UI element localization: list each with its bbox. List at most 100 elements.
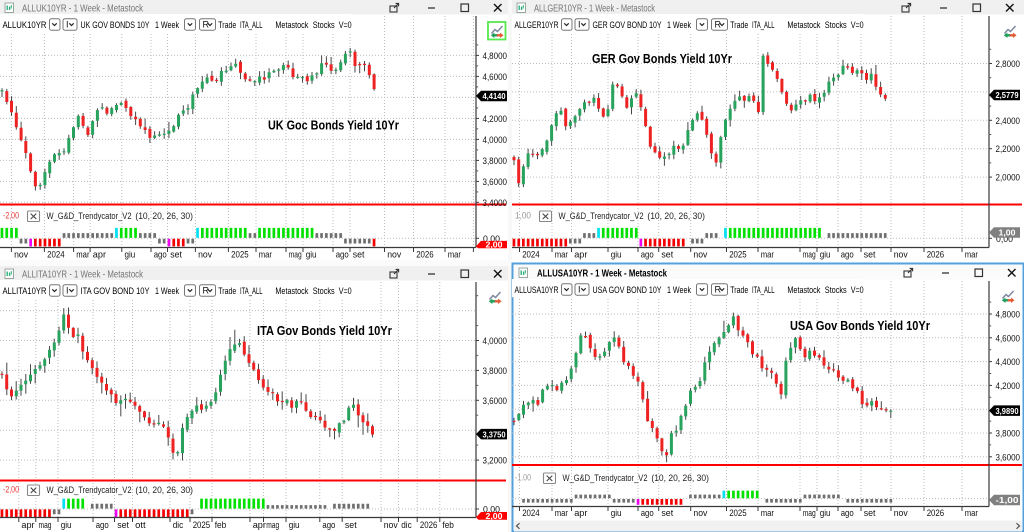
svg-text:4,6000: 4,6000 — [996, 333, 1021, 343]
svg-text:V=0: V=0 — [339, 20, 352, 30]
svg-text:mar: mar — [448, 250, 461, 260]
svg-text:Trade: Trade — [218, 286, 236, 296]
svg-text:3,6000: 3,6000 — [483, 177, 508, 187]
svg-text:GER GOV BOND 10Y: GER GOV BOND 10Y — [593, 20, 662, 30]
svg-text:2025: 2025 — [729, 250, 747, 260]
svg-text:apr: apr — [574, 508, 587, 518]
svg-text:UK GOV BONDS 10Y: UK GOV BONDS 10Y — [81, 20, 150, 30]
svg-text:ALLITA10YR: ALLITA10YR — [3, 286, 47, 296]
svg-text:UK Goc Bonds Yield 10Yr: UK Goc Bonds Yield 10Yr — [268, 118, 399, 133]
svg-text:Stocks: Stocks — [825, 20, 847, 30]
svg-text:3,8000: 3,8000 — [483, 156, 508, 166]
svg-text:1,00: 1,00 — [515, 211, 531, 221]
svg-text:ago: ago — [641, 250, 654, 260]
svg-text:ITA_ALL: ITA_ALL — [752, 285, 775, 295]
svg-text:set: set — [661, 508, 673, 518]
svg-text:V=0: V=0 — [339, 286, 352, 296]
svg-text:apr: apr — [574, 250, 587, 260]
svg-text:mag: mag — [289, 250, 302, 260]
svg-text:GER Gov Bonds Yield 10Yr: GER Gov Bonds Yield 10Yr — [592, 51, 732, 66]
svg-text:1,00: 1,00 — [999, 228, 1016, 238]
svg-text:-2,00: -2,00 — [3, 211, 19, 221]
svg-text:0,00: 0,00 — [483, 234, 500, 244]
svg-text:ago: ago — [336, 250, 349, 260]
svg-text:4,0000: 4,0000 — [483, 336, 508, 346]
svg-text:3,8000: 3,8000 — [483, 366, 508, 376]
svg-text:4,4000: 4,4000 — [996, 357, 1021, 367]
svg-text:I: I — [66, 285, 69, 295]
svg-text:Trade: Trade — [218, 20, 236, 30]
svg-text:4,4140: 4,4140 — [483, 91, 506, 101]
svg-text:apr: apr — [21, 520, 34, 530]
svg-text:nov: nov — [894, 250, 908, 260]
svg-text:set: set — [661, 250, 673, 260]
svg-text:(10, 20, 26, 30): (10, 20, 26, 30) — [135, 211, 193, 221]
svg-text:Metastock: Metastock — [787, 20, 820, 30]
svg-text:3,6000: 3,6000 — [996, 452, 1021, 462]
svg-text:mag: mag — [803, 508, 816, 518]
svg-text:Stocks: Stocks — [313, 20, 335, 30]
svg-text:2024: 2024 — [522, 508, 540, 518]
svg-text:ott: ott — [135, 520, 146, 530]
svg-text:Metastock: Metastock — [275, 286, 308, 296]
svg-text:2025: 2025 — [193, 520, 211, 530]
svg-text:giu: giu — [611, 250, 622, 260]
svg-text:4,2000: 4,2000 — [996, 381, 1021, 391]
svg-text:R: R — [203, 285, 210, 295]
svg-text:2025: 2025 — [231, 250, 249, 260]
svg-text:nov: nov — [384, 520, 398, 530]
svg-text:ALLUSA10YR: ALLUSA10YR — [515, 285, 559, 295]
svg-text:mar: mar — [761, 250, 774, 260]
svg-text:set: set — [864, 508, 876, 518]
svg-text:ALLUK10YR: ALLUK10YR — [3, 20, 47, 30]
svg-text:V=0: V=0 — [851, 285, 864, 295]
svg-text:set: set — [864, 250, 876, 260]
svg-text:0,00: 0,00 — [483, 505, 500, 515]
svg-text:3,9890: 3,9890 — [996, 406, 1019, 416]
svg-text:2,5779: 2,5779 — [996, 90, 1019, 100]
svg-text:W_G&D_Trendycator_V2: W_G&D_Trendycator_V2 — [559, 211, 644, 221]
svg-text:giu: giu — [61, 520, 72, 530]
svg-text:R: R — [715, 19, 722, 29]
svg-text:2026: 2026 — [927, 508, 945, 518]
svg-text:Trade: Trade — [730, 20, 748, 30]
svg-text:4,8000: 4,8000 — [996, 310, 1021, 320]
svg-text:(10, 20, 26, 30): (10, 20, 26, 30) — [647, 211, 705, 221]
svg-text:Trade: Trade — [730, 285, 748, 295]
svg-text:1 Week: 1 Week — [667, 20, 691, 30]
svg-text:USA GOV BOND 10Y: USA GOV BOND 10Y — [593, 285, 662, 295]
svg-text:2026: 2026 — [927, 250, 945, 260]
svg-text:dic: dic — [173, 520, 184, 530]
svg-text:set: set — [345, 520, 357, 530]
svg-text:nov: nov — [894, 508, 908, 518]
svg-text:-1,00: -1,00 — [996, 495, 1019, 505]
svg-text:feb: feb — [215, 520, 227, 530]
svg-text:ITA Gov Bonds Yield 10Yr: ITA Gov Bonds Yield 10Yr — [257, 323, 392, 338]
svg-text:I: I — [66, 19, 69, 29]
svg-text:-2,00: -2,00 — [3, 485, 19, 495]
svg-text:1 Week: 1 Week — [667, 285, 691, 295]
svg-text:2026: 2026 — [416, 250, 434, 260]
svg-text:giu: giu — [611, 508, 622, 518]
svg-text:nov: nov — [693, 508, 707, 518]
svg-text:2024: 2024 — [47, 250, 65, 260]
svg-text:4,0000: 4,0000 — [483, 135, 508, 145]
svg-text:ITA_ALL: ITA_ALL — [240, 20, 263, 30]
svg-text:ALLGER10YR - 1 Week - Metastoc: ALLGER10YR - 1 Week - Metastock — [534, 3, 656, 14]
svg-text:Metastock: Metastock — [275, 20, 308, 30]
svg-text:ITA_ALL: ITA_ALL — [752, 20, 775, 30]
svg-text:mag: mag — [266, 520, 279, 530]
svg-text:apr: apr — [253, 520, 266, 530]
svg-text:ALLUSA10YR - 1 Week - Metastoc: ALLUSA10YR - 1 Week - Metastock — [537, 268, 667, 279]
svg-text:ALLGER10YR: ALLGER10YR — [515, 20, 559, 30]
svg-text:USA Gov Bonds Yield 10Yr: USA Gov Bonds Yield 10Yr — [790, 318, 930, 333]
svg-text:ITA GOV BOND 10Y: ITA GOV BOND 10Y — [81, 286, 150, 296]
svg-text:3,6000: 3,6000 — [483, 396, 508, 406]
svg-text:apr: apr — [93, 250, 106, 260]
svg-text:4,6000: 4,6000 — [483, 72, 508, 82]
svg-text:1 Week: 1 Week — [155, 286, 179, 296]
svg-text:3,3750: 3,3750 — [483, 429, 506, 439]
svg-text:dic: dic — [401, 520, 412, 530]
svg-text:mar: mar — [761, 508, 774, 518]
svg-text:2,4000: 2,4000 — [996, 116, 1021, 126]
